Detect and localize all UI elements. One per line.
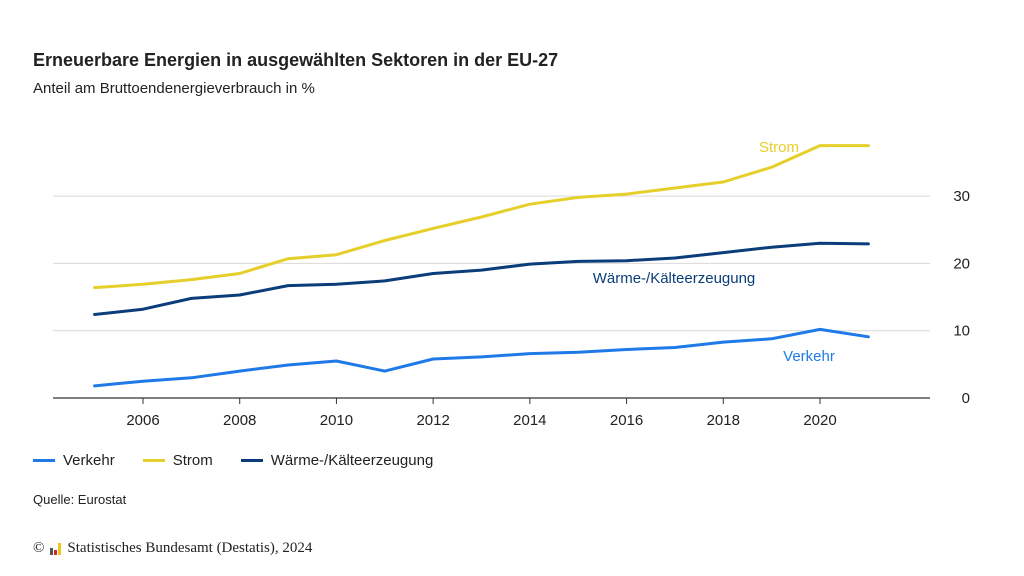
x-axis: 2006 2008 2010 2012 2014 2016 2018 2020 bbox=[53, 397, 930, 429]
x-tick-label: 2010 bbox=[320, 412, 353, 429]
x-tick-label: 2018 bbox=[707, 412, 740, 429]
series-lines bbox=[93, 144, 870, 388]
legend-item-verkehr[interactable]: Verkehr bbox=[33, 452, 115, 469]
chart-title: Erneuerbare Energien in ausgewählten Sek… bbox=[33, 50, 559, 70]
legend-item-strom[interactable]: Strom bbox=[142, 452, 213, 469]
x-tick-label: 2006 bbox=[126, 412, 159, 429]
copyright-symbol: © bbox=[33, 540, 45, 556]
legend: Verkehr Strom Wärme-/Kälteerzeugung bbox=[33, 452, 433, 469]
legend-label: Verkehr bbox=[63, 452, 115, 469]
line-chart: 2006 2008 2010 2012 2014 2016 2018 2020 0 10 20 30… bbox=[53, 139, 970, 429]
legend-label: Wärme-/Kälteerzeugung bbox=[270, 452, 434, 469]
series-annotation: Wärme-/Kälteerzeugung bbox=[593, 270, 756, 287]
copyright: © Statistisches Bundesamt (Destatis), 20… bbox=[33, 540, 312, 557]
y-tick-label: 20 bbox=[953, 255, 970, 272]
series-annotation: Strom bbox=[759, 139, 799, 156]
legend-swatch-waerme bbox=[240, 459, 263, 462]
legend-item-waerme[interactable]: Wärme-/Kälteerzeugung bbox=[240, 452, 434, 469]
series-line-strom bbox=[93, 144, 870, 290]
legend-label: Strom bbox=[172, 452, 213, 469]
y-tick-label: 0 bbox=[962, 390, 970, 407]
y-tick-label: 30 bbox=[953, 188, 970, 205]
x-tick-label: 2016 bbox=[610, 412, 643, 429]
series-line-verkehr bbox=[93, 327, 870, 388]
legend-swatch-verkehr bbox=[33, 459, 55, 462]
x-tick-label: 2020 bbox=[803, 412, 836, 429]
x-tick-label: 2014 bbox=[513, 412, 546, 429]
series-annotation: Verkehr bbox=[783, 348, 835, 365]
series-annotations: Strom Wärme-/Kälteerzeugung Verkehr bbox=[593, 139, 835, 365]
chart-subtitle: Anteil am Bruttoendenergieverbrauch in % bbox=[33, 80, 315, 97]
x-tick-label: 2012 bbox=[416, 412, 449, 429]
legend-swatch-strom bbox=[142, 459, 165, 462]
y-axis: 0 10 20 30 bbox=[953, 188, 970, 407]
y-tick-label: 10 bbox=[953, 323, 970, 340]
series-line-waerme bbox=[93, 241, 870, 316]
x-tick-label: 2008 bbox=[223, 412, 256, 429]
copyright-text: Statistisches Bundesamt (Destatis), 2024 bbox=[67, 540, 313, 556]
gridlines bbox=[53, 195, 930, 332]
destatis-logo-icon bbox=[50, 542, 62, 555]
source-note: Quelle: Eurostat bbox=[33, 492, 127, 507]
